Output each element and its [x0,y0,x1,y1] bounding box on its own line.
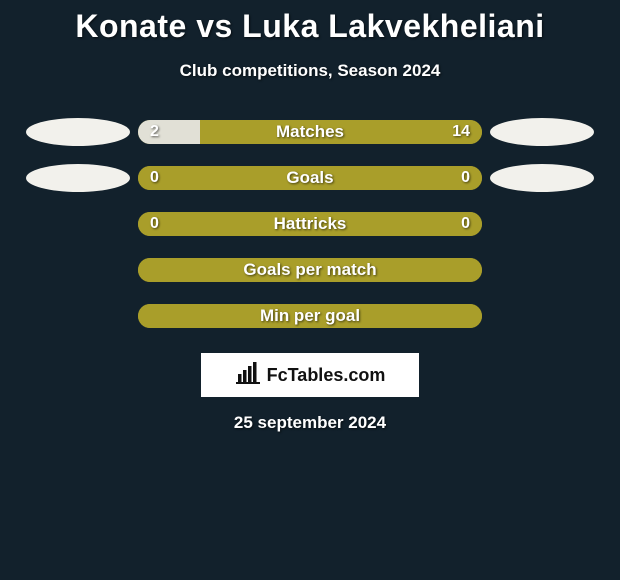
stat-label: Hattricks [138,212,482,236]
player-right-marker [490,118,594,146]
stat-label: Goals [138,166,482,190]
stat-bar: Goals per match [138,258,482,282]
stat-row: Goals per match [0,247,620,293]
chart-icon [235,362,261,389]
player-left-marker [26,118,130,146]
date-text: 25 september 2024 [0,413,620,433]
page-subtitle: Club competitions, Season 2024 [0,61,620,81]
page-title: Konate vs Luka Lakvekheliani [0,0,620,45]
stat-label: Goals per match [138,258,482,282]
brand-box: FcTables.com [201,353,419,397]
stat-row: 00Hattricks [0,201,620,247]
stat-label: Min per goal [138,304,482,328]
brand-text: FcTables.com [267,365,386,386]
stat-row: Min per goal [0,293,620,339]
player-left-marker [26,164,130,192]
player-right-marker [490,164,594,192]
stat-label: Matches [138,120,482,144]
stat-bar: 00Goals [138,166,482,190]
stat-bar: 00Hattricks [138,212,482,236]
stat-bar: 214Matches [138,120,482,144]
stat-row: 00Goals [0,155,620,201]
stat-rows: 214Matches 00Goals 00Hattricks Goals per ma… [0,109,620,339]
stat-bar: Min per goal [138,304,482,328]
stat-row: 214Matches [0,109,620,155]
